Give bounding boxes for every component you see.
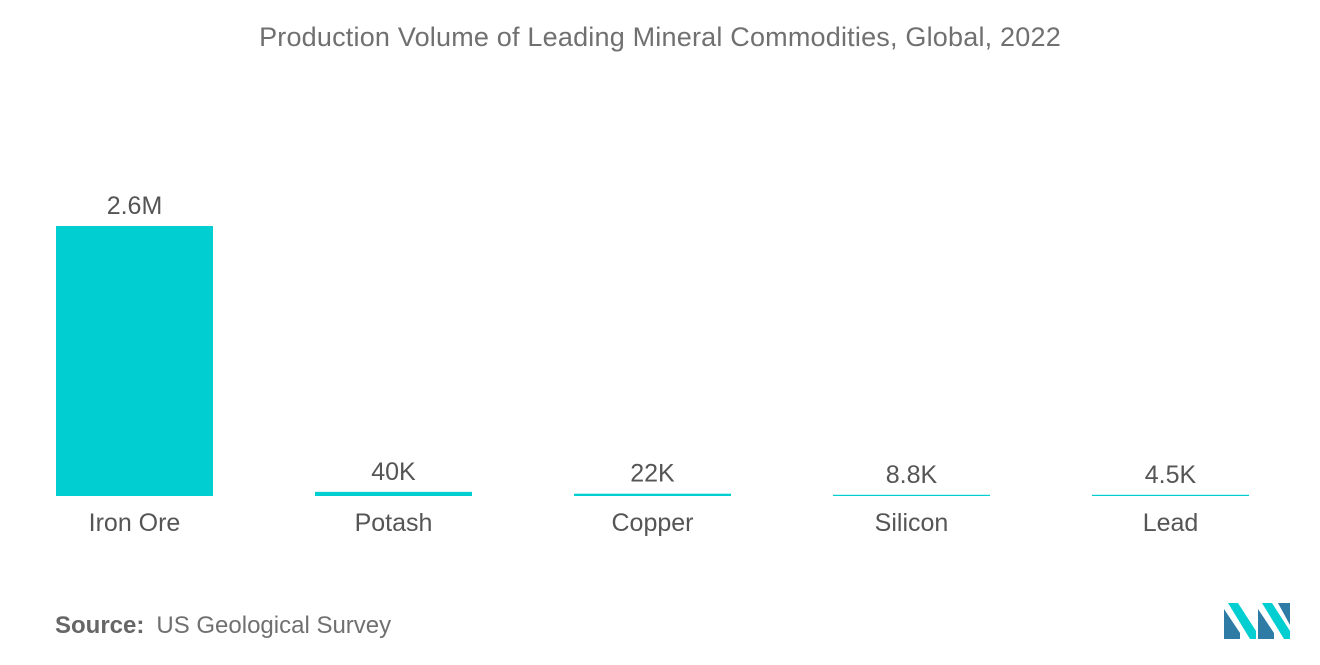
x-tick-label: Potash xyxy=(355,509,433,537)
x-tick-label: Copper xyxy=(612,509,694,537)
data-label: 22K xyxy=(630,460,675,488)
data-label: 40K xyxy=(371,458,416,486)
mordor-intelligence-logo-icon xyxy=(1224,603,1290,639)
data-label: 8.8K xyxy=(886,461,938,489)
source-label: Source: xyxy=(55,612,145,639)
bar-potash xyxy=(315,491,472,496)
x-tick-label: Lead xyxy=(1143,509,1199,537)
data-label: 4.5K xyxy=(1145,461,1197,489)
x-tick-label: Iron Ore xyxy=(89,509,181,537)
source-note: Source: US Geological Survey xyxy=(55,612,391,640)
bar-lead xyxy=(1092,494,1249,496)
source-text: US Geological Survey xyxy=(156,612,392,639)
bar-copper xyxy=(574,493,731,496)
bar-silicon xyxy=(833,494,990,496)
x-tick-label: Silicon xyxy=(875,509,949,537)
bar-iron-ore xyxy=(56,226,213,496)
data-label: 2.6M xyxy=(107,192,163,220)
chart-title: Production Volume of Leading Mineral Com… xyxy=(259,22,1061,52)
